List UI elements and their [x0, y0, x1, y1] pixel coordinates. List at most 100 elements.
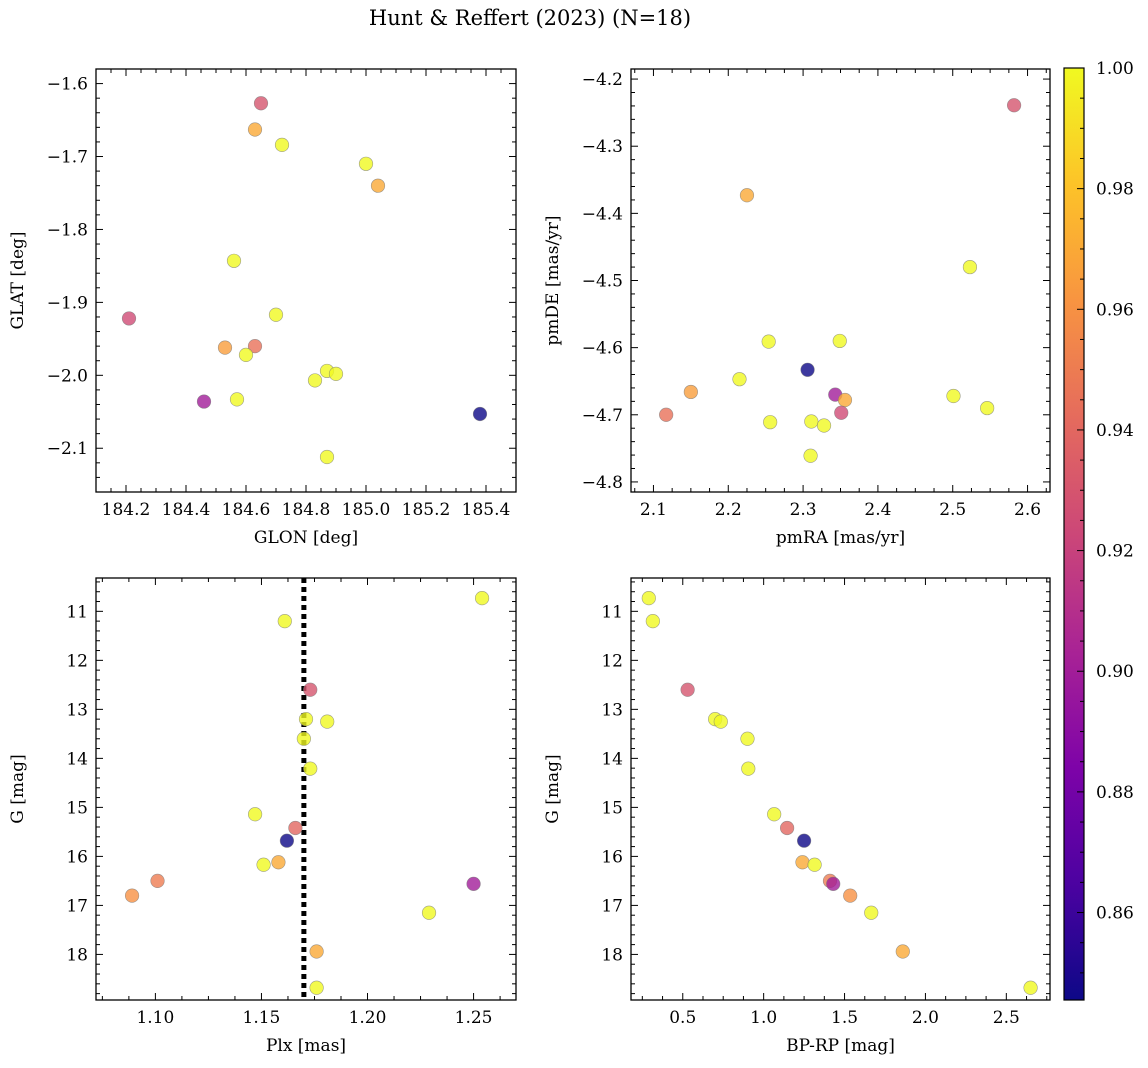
x-tick-label: 2.2	[715, 500, 742, 520]
scatter-point	[247, 807, 263, 822]
panel-2: 2.1 2.2 2.3 2.4 2.5 2.6 −4.8 −4.7 −4.6 −4.5 −4.4 −4…	[543, 68, 1051, 548]
scatter-point	[217, 340, 233, 355]
y-tick-label: 12	[601, 651, 623, 671]
scatter-point	[795, 855, 810, 870]
x-tick-label: 184.6	[222, 500, 271, 520]
scatter-point	[895, 944, 910, 959]
x-tick-label: 184.2	[102, 500, 151, 520]
x-tick-label: 2.6	[1014, 500, 1041, 520]
colorbar-tick-label: 1.00	[1096, 59, 1134, 79]
scatter-point	[741, 761, 756, 776]
scatter-point	[780, 820, 795, 836]
scatter-point	[1023, 980, 1038, 995]
scatter-point	[767, 807, 782, 822]
scatter-point	[268, 307, 284, 322]
x-tick-label: 1.20	[349, 1008, 387, 1028]
scatter-point	[279, 833, 295, 848]
y-tick-label: −4.3	[582, 137, 623, 157]
scatter-point	[946, 388, 961, 404]
y-tick-label: 18	[66, 945, 88, 965]
scatter-point	[472, 406, 488, 422]
scatter-point	[683, 384, 698, 400]
scatter-point	[834, 405, 849, 420]
scatter-point	[247, 339, 263, 354]
scatter-point	[739, 188, 755, 203]
scatter-point	[358, 156, 374, 171]
x-tick-label: 184.8	[282, 500, 331, 520]
x-tick-label: 2.4	[864, 500, 891, 520]
colorbar-tick-label: 0.94	[1096, 421, 1134, 441]
scatter-point	[732, 372, 747, 387]
y-tick-label: 17	[66, 896, 88, 916]
scatter-point	[298, 712, 314, 727]
scatter-point	[761, 334, 776, 349]
y-tick-label: −4.5	[582, 272, 623, 292]
colorbar-tick-label: 0.92	[1096, 542, 1134, 562]
y-tick-label: 17	[601, 896, 623, 916]
y-tick-label: −2.0	[47, 366, 88, 386]
x-tick-label: 2.5	[993, 1008, 1020, 1028]
y-tick-label: 14	[601, 749, 623, 769]
colorbar-tick-label: 0.88	[1096, 783, 1134, 803]
y-tick-label: 14	[66, 749, 88, 769]
scatter-point	[807, 857, 822, 872]
scatter-point	[832, 333, 847, 349]
y-tick-label: −4.2	[582, 70, 623, 90]
scatter-point	[271, 855, 286, 870]
scatter-point	[641, 590, 656, 606]
y-tick-label: 15	[601, 798, 623, 818]
y-axis-label: G [mag]	[543, 754, 563, 823]
y-tick-label: 13	[601, 700, 623, 720]
x-axis-label: GLON [deg]	[254, 528, 358, 548]
scatter-point	[320, 714, 335, 729]
scatter-point	[713, 714, 728, 729]
x-tick-label: 185.2	[402, 500, 451, 520]
y-tick-label: 16	[66, 847, 88, 867]
panel-4: 0.5 1.0 1.5 2.0 2.5 11 12 13 14 15 16 17 18 BP-RP [ma…	[543, 577, 1051, 1056]
scatter-point	[319, 449, 335, 465]
y-tick-label: −1.7	[47, 148, 88, 168]
scatter-point	[328, 366, 344, 381]
scatter-point	[803, 448, 818, 463]
scatter-point	[196, 394, 212, 409]
scatter-point	[816, 418, 832, 433]
scatter-point	[804, 414, 819, 429]
axes-frame	[630, 68, 1051, 493]
scatter-point	[740, 731, 755, 746]
scatter-point	[247, 122, 263, 137]
colorbar-gradient	[1064, 68, 1084, 1000]
x-tick-label: 185.4	[462, 500, 511, 520]
colorbar: 0.86 0.88 0.90 0.92 0.94 0.96 0.98 1.00	[1063, 59, 1134, 1001]
scatter-point	[980, 400, 995, 416]
x-tick-label: 2.1	[640, 500, 667, 520]
x-axis-label: BP-RP [mag]	[786, 1036, 895, 1056]
scatter-point	[288, 820, 303, 836]
scatter-point	[962, 259, 978, 275]
scatter-point	[309, 980, 324, 995]
scatter-point	[645, 614, 660, 629]
x-tick-label: 184.4	[162, 500, 211, 520]
colorbar-tick-label: 0.96	[1096, 300, 1134, 320]
colorbar-tick-label: 0.90	[1096, 662, 1134, 682]
scatter-point	[421, 905, 437, 920]
y-tick-label: −4.8	[582, 473, 623, 493]
scatter-point	[274, 137, 290, 152]
scatter-point	[121, 311, 137, 326]
scatter-point	[296, 731, 311, 746]
x-tick-label: 1.10	[136, 1008, 174, 1028]
axes-frame	[630, 577, 1051, 1001]
x-tick-label: 2.3	[790, 500, 817, 520]
scatter-point	[659, 407, 674, 422]
y-tick-label: 16	[601, 847, 623, 867]
y-tick-label: −1.8	[47, 220, 88, 240]
y-tick-label: 12	[66, 651, 88, 671]
axes-frame	[95, 68, 517, 493]
scatter-point	[826, 876, 841, 891]
scatter-point	[763, 415, 778, 430]
scatter-point	[238, 347, 254, 362]
y-tick-label: 11	[601, 602, 623, 622]
scatter-point	[370, 178, 386, 193]
y-tick-label: −4.4	[582, 204, 623, 224]
y-axis-label: pmDE [mas/yr]	[543, 215, 563, 345]
scatter-point	[303, 761, 318, 776]
